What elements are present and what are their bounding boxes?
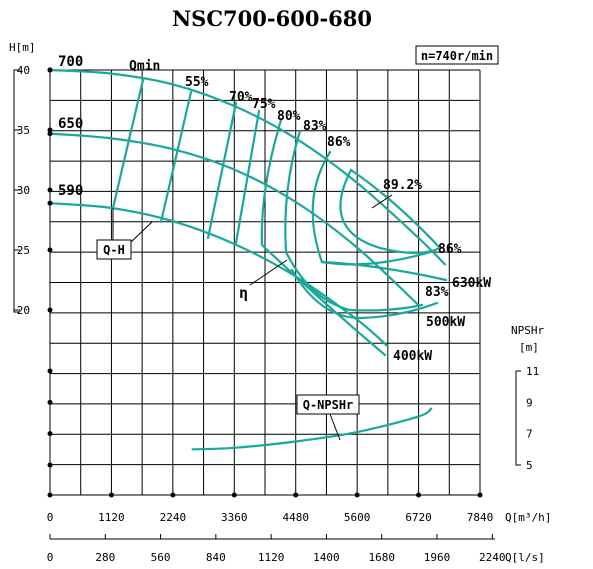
flow-m3h-tick-label: 3360 — [221, 511, 248, 524]
head-tick-dot — [47, 127, 53, 133]
npsh-tick-dot — [47, 368, 53, 374]
eta-label: η — [239, 284, 248, 302]
power-curve-400kw — [260, 243, 387, 357]
npsh-tick-label: 9 — [526, 396, 533, 409]
eff-label-89-2-leader — [371, 194, 393, 209]
npsh-axis-line — [515, 370, 521, 466]
head-tick-label: 35 — [17, 124, 30, 137]
eff-label-83: 83% — [303, 119, 327, 134]
head-tick-dot — [47, 247, 53, 253]
eff-line-86-left — [311, 150, 332, 264]
npsh-tick-dot — [47, 431, 53, 437]
npsh-tick-dot — [47, 399, 53, 405]
flow-m3h-tick-label: 5600 — [344, 511, 371, 524]
head-tick-label: 25 — [17, 244, 30, 257]
eff-line-83-left — [284, 129, 302, 254]
flow-tick-dot — [354, 492, 360, 498]
head-axis-label: H[m] — [9, 41, 36, 54]
eff-label-83-right: 83% — [425, 285, 449, 300]
qh-label-box — [96, 239, 132, 260]
eff-label-55: 55% — [185, 75, 209, 90]
flow-m3h-tick-label: 2240 — [160, 511, 187, 524]
npsh-curve — [191, 407, 433, 451]
eff-label-75: 75% — [252, 97, 276, 112]
qh-curve-590 — [48, 202, 389, 348]
head-tick-label: 40 — [17, 64, 30, 77]
eta-label-leader — [249, 259, 288, 286]
power-curve-500kw — [290, 268, 439, 320]
npsh-tick-label: 5 — [526, 459, 533, 472]
flow-tick-dot — [108, 492, 114, 498]
impeller-label-700: 700 — [58, 54, 83, 70]
eff-line-70 — [206, 101, 238, 240]
flow-tick-dot — [293, 492, 299, 498]
flow-m3h-axis-label: Q[m³/h] — [505, 511, 551, 524]
flow-tick-dot — [170, 492, 176, 498]
npsh-label-box — [296, 394, 360, 415]
eff-label-80: 80% — [277, 109, 301, 124]
plot-grid — [49, 69, 481, 496]
flow-ls-tick-label: 280 — [95, 551, 115, 564]
flow-ls-tick-label: 560 — [151, 551, 171, 564]
speed-box — [415, 45, 499, 65]
npsh-axis-label: NPSHr — [511, 324, 544, 337]
eff-line-55 — [159, 90, 193, 224]
flow-ls-tick-label: 840 — [206, 551, 226, 564]
flow-m3h-tick-label: 0 — [47, 511, 54, 524]
qh-curve-700 — [48, 68, 446, 266]
npsh-tick-label: 7 — [526, 428, 533, 441]
head-tick-dot — [47, 187, 53, 193]
qh-curve-650 — [48, 132, 420, 307]
flow-ls-tick-label: 1120 — [258, 551, 285, 564]
eff-label-86-right: 86% — [438, 242, 462, 257]
flow-m3h-tick-label: 6720 — [405, 511, 432, 524]
qh-label: Q-H — [103, 243, 125, 257]
impeller-label-650: 650 — [58, 116, 83, 132]
eff-label-86: 86% — [327, 135, 351, 150]
flow-ls-tick-label: 1680 — [368, 551, 395, 564]
eff-label-70: 70% — [229, 90, 253, 105]
flow-tick-dot — [477, 492, 483, 498]
power-curve-630kw — [320, 260, 448, 282]
eff-line-80 — [260, 118, 283, 247]
eff-line-83-right — [284, 250, 424, 312]
qmin-line — [111, 78, 145, 210]
flow-tick-dot — [231, 492, 237, 498]
npsh-axis-unit: [m] — [519, 341, 539, 354]
npsh-curve-label: Q-NPSHr — [303, 398, 354, 412]
flow-tick-dot — [47, 492, 53, 498]
flow-ls-tick-label: 0 — [47, 551, 54, 564]
speed-label: n=740r/min — [421, 49, 493, 63]
flow-ls-tick-label: 2240 — [479, 551, 506, 564]
npsh-tick-label: 11 — [526, 365, 539, 378]
power-label-500kw: 500kW — [426, 315, 465, 330]
qh-curve-start-dot — [47, 131, 53, 137]
flow-m3h-tick-label: 1120 — [98, 511, 125, 524]
qh-label-leader — [130, 221, 153, 243]
eff-line-75 — [234, 109, 261, 245]
power-label-400kw: 400kW — [393, 349, 432, 364]
flow-ls-tick-label: 1400 — [313, 551, 340, 564]
head-tick-label: 20 — [17, 304, 30, 317]
flow-ls-tick-label: 1960 — [424, 551, 451, 564]
npsh-tick-dot — [47, 462, 53, 468]
qmin-label: Qmin — [129, 59, 160, 74]
impeller-label-590: 590 — [58, 183, 83, 199]
npsh-label-leader — [329, 413, 341, 441]
flow-m3h-tick-label: 4480 — [282, 511, 309, 524]
eff-line-89 — [339, 168, 442, 255]
head-tick-dot — [47, 307, 53, 313]
flow-tick-dot — [416, 492, 422, 498]
flow-m3h-tick-label: 7840 — [467, 511, 494, 524]
head-tick-label: 30 — [17, 184, 30, 197]
qh-curve-start-dot — [47, 67, 53, 73]
chart-title: NSC700-600-680 — [172, 6, 372, 31]
eff-label-89-2: 89.2% — [383, 178, 422, 193]
flow-ls-axis-label: Q[l/s] — [505, 551, 545, 564]
power-label-630kw: 630kW — [452, 276, 491, 291]
qh-curve-start-dot — [47, 200, 53, 206]
